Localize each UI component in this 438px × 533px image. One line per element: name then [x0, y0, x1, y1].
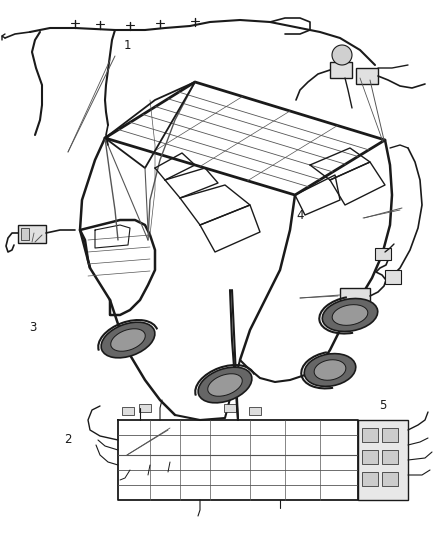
Text: 6: 6: [360, 313, 367, 326]
Bar: [385, 270, 401, 284]
Bar: [362, 450, 378, 464]
Ellipse shape: [304, 353, 356, 386]
Bar: [356, 68, 378, 84]
Bar: [139, 404, 151, 412]
Text: 2: 2: [64, 433, 72, 446]
Ellipse shape: [314, 360, 346, 380]
Bar: [382, 428, 398, 442]
Text: 4: 4: [296, 209, 304, 222]
Ellipse shape: [322, 298, 378, 332]
Bar: [382, 450, 398, 464]
Bar: [21, 228, 29, 240]
Text: 5: 5: [380, 399, 387, 411]
Ellipse shape: [111, 329, 145, 351]
Bar: [358, 420, 408, 500]
Bar: [224, 404, 236, 412]
Text: 3: 3: [29, 321, 36, 334]
Ellipse shape: [332, 45, 352, 65]
Bar: [330, 62, 352, 78]
Ellipse shape: [208, 374, 242, 396]
Bar: [375, 248, 391, 260]
Bar: [362, 428, 378, 442]
Bar: [340, 288, 370, 310]
Bar: [249, 407, 261, 415]
Ellipse shape: [332, 305, 368, 325]
Text: 1: 1: [123, 39, 131, 52]
Bar: [18, 225, 46, 243]
Ellipse shape: [198, 367, 252, 403]
Bar: [362, 472, 378, 486]
Bar: [122, 407, 134, 415]
Bar: [382, 472, 398, 486]
Ellipse shape: [101, 322, 155, 358]
